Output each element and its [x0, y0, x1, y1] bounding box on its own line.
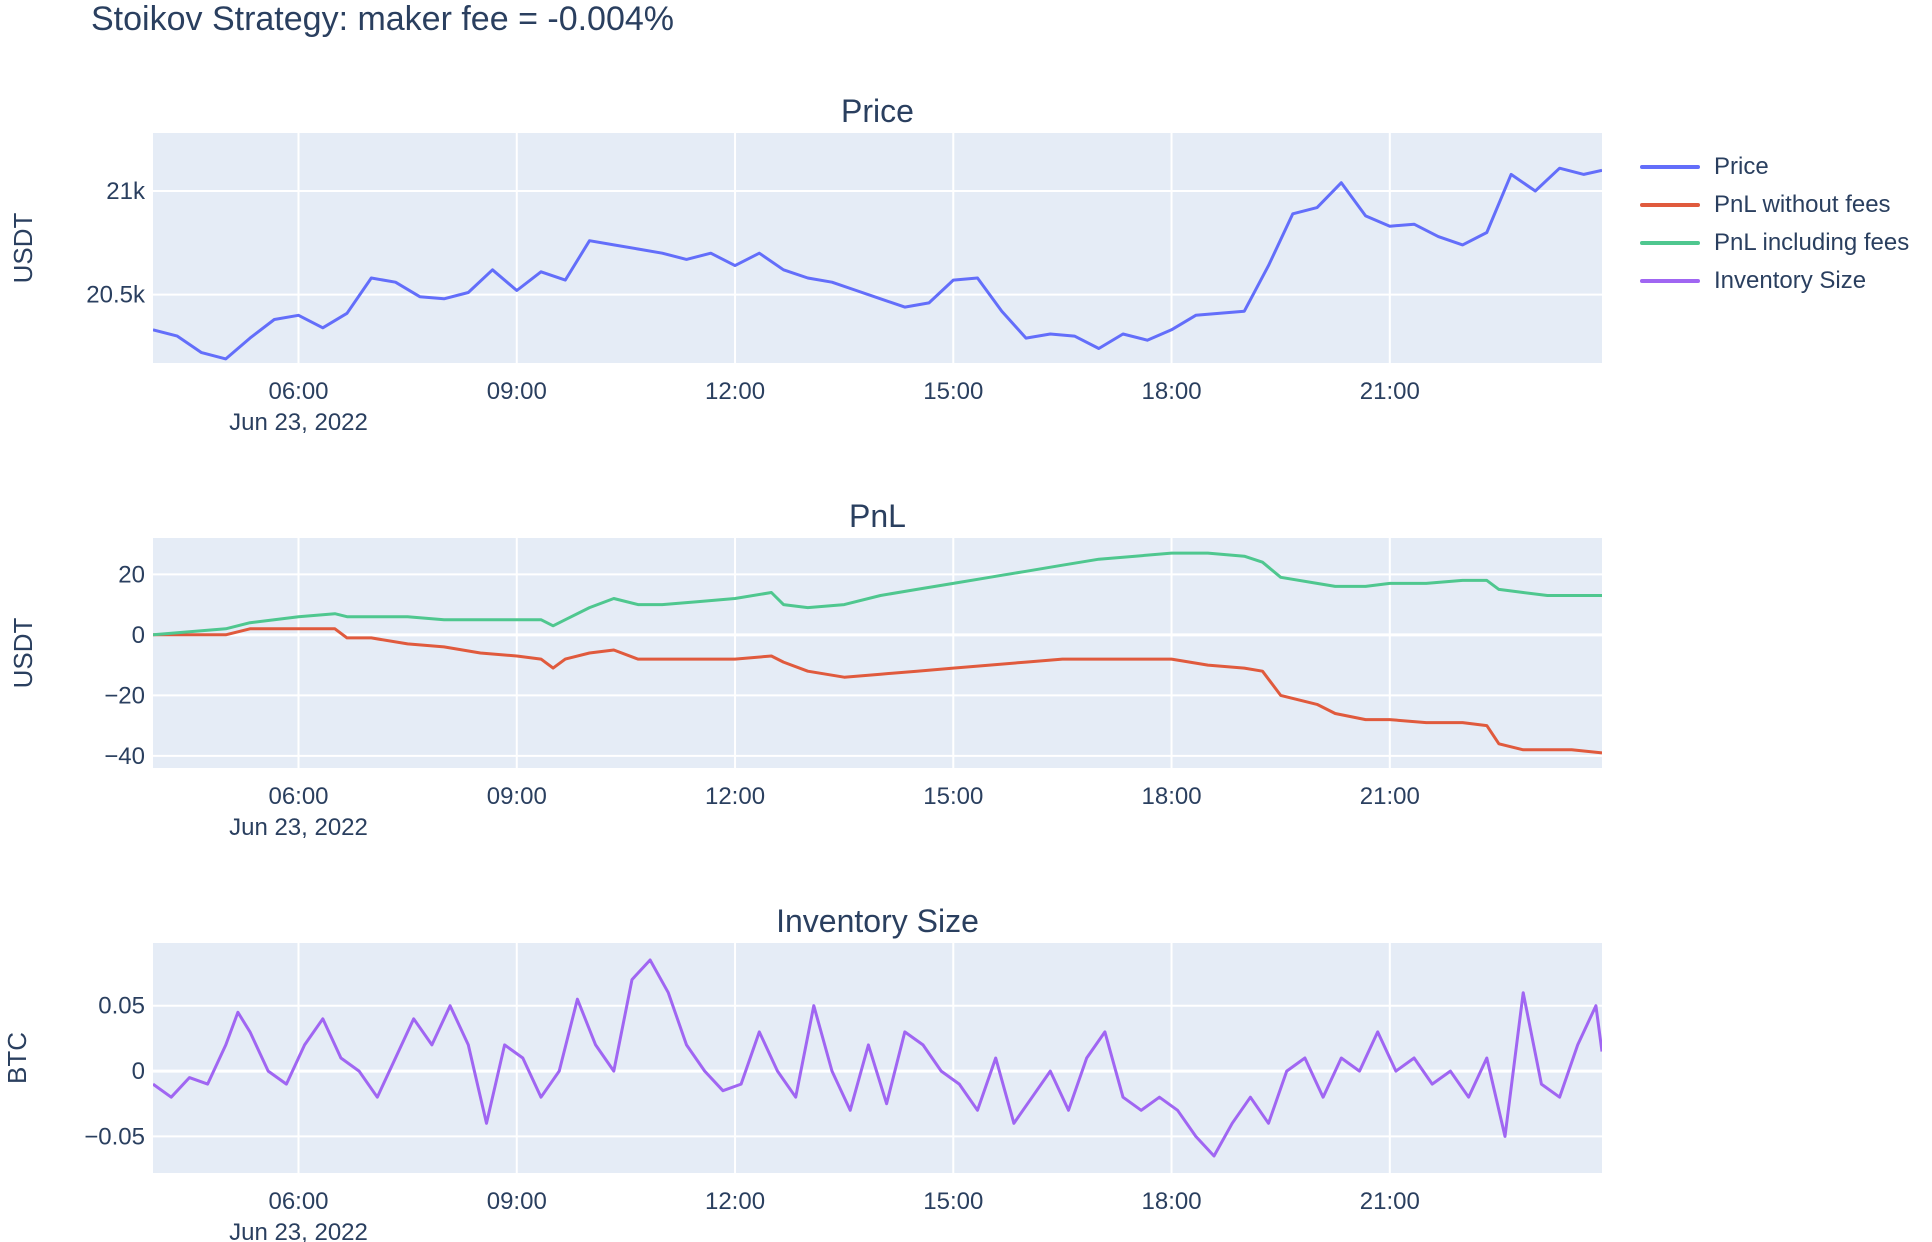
y-tick-label: 0.05 [98, 993, 145, 1020]
x-tick-label: 18:00 [1142, 783, 1202, 810]
legend-label-inventory-size: Inventory Size [1714, 267, 1867, 294]
y-tick-label: 20 [118, 561, 145, 588]
y-tick-label: −20 [104, 682, 145, 709]
x-tick-label: 15:00 [923, 783, 983, 810]
x-tick-label: 12:00 [705, 1188, 765, 1215]
x-tick-label: 06:00 [268, 378, 328, 405]
series-line-pnl-without-fees [153, 627, 1602, 755]
legend-item-pnl-including-fees[interactable]: PnL including fees [1640, 224, 1930, 262]
legend-label-pnl-without-fees: PnL without fees [1714, 191, 1891, 218]
y-tick-label: −0.05 [84, 1123, 145, 1150]
x-tick-label: 12:00 [705, 378, 765, 405]
x-tick-label: 15:00 [923, 1188, 983, 1215]
x-tick-label: 09:00 [487, 1188, 547, 1215]
legend-item-pnl-without-fees[interactable]: PnL without fees [1640, 186, 1930, 224]
x-tick-date-label: Jun 23, 2022 [229, 409, 368, 436]
series-line-price [153, 166, 1602, 361]
legend-swatch-pnl-including-fees [1640, 241, 1700, 245]
x-tick-label: 21:00 [1360, 378, 1420, 405]
legend-item-price[interactable]: Price [1640, 148, 1930, 186]
chart-main-title: Stoikov Strategy: maker fee = -0.004% [91, 0, 675, 38]
subplot-title: Price [841, 93, 914, 129]
x-tick-date-label: Jun 23, 2022 [229, 814, 368, 841]
subplot-1: 06:00 Jun 23, 2022 09:00 12:00 15:00 18:00 21:… [8, 498, 1602, 841]
plot-area [153, 538, 1602, 768]
legend-item-inventory-size[interactable]: Inventory Size [1640, 262, 1930, 300]
x-tick-label: 21:00 [1360, 1188, 1420, 1215]
legend-label-pnl-including-fees: PnL including fees [1714, 229, 1910, 256]
y-tick-label: 20.5k [86, 282, 146, 309]
legend-swatch-inventory-size [1640, 279, 1700, 283]
subplot-title: PnL [849, 498, 906, 534]
x-tick-date-label: Jun 23, 2022 [229, 1219, 368, 1242]
y-tick-label: 21k [106, 178, 146, 205]
y-axis-label: USDT [8, 617, 38, 688]
x-tick-label: 12:00 [705, 783, 765, 810]
series-line-inventory-size [153, 958, 1602, 1158]
subplot-title: Inventory Size [776, 903, 979, 939]
legend-swatch-price [1640, 165, 1700, 169]
x-tick-label: 09:00 [487, 378, 547, 405]
x-tick-label: 21:00 [1360, 783, 1420, 810]
subplot-0: 06:00 Jun 23, 2022 09:00 12:00 15:00 18:00 21:… [8, 93, 1602, 436]
plot-area [153, 943, 1602, 1173]
y-tick-label: 0 [132, 1058, 145, 1085]
x-tick-label: 06:00 [268, 1188, 328, 1215]
x-tick-label: 18:00 [1142, 378, 1202, 405]
y-tick-label: 0 [132, 622, 145, 649]
x-tick-label: 09:00 [487, 783, 547, 810]
subplot-2: 06:00 Jun 23, 2022 09:00 12:00 15:00 18:00 21:… [2, 903, 1602, 1242]
legend-swatch-pnl-without-fees [1640, 203, 1700, 207]
x-tick-label: 06:00 [268, 783, 328, 810]
y-tick-label: −40 [104, 743, 145, 770]
legend-label-price: Price [1714, 153, 1769, 180]
series-line-pnl-including-fees [153, 551, 1602, 637]
plot-area [153, 133, 1602, 363]
y-axis-label: BTC [2, 1032, 32, 1084]
legend: Price PnL without fees PnL including fee… [1640, 148, 1930, 300]
y-axis-label: USDT [8, 212, 38, 283]
x-tick-label: 18:00 [1142, 1188, 1202, 1215]
x-tick-label: 15:00 [923, 378, 983, 405]
